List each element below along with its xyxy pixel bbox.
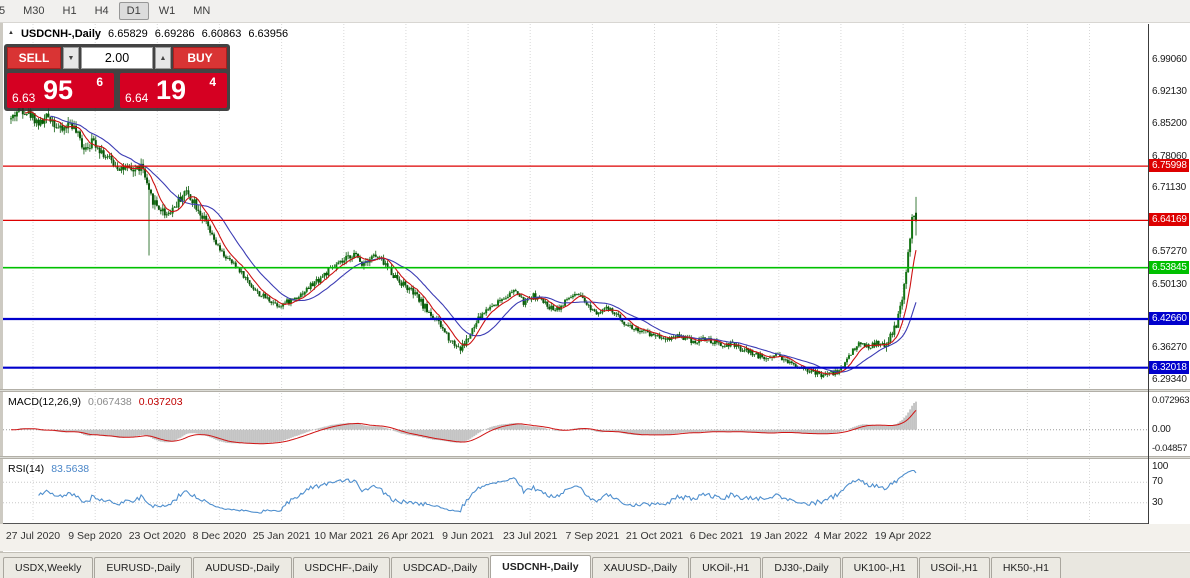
timeframe-button-h4[interactable]: H4 [94, 5, 109, 17]
date-axis-label: 26 Apr 2021 [377, 530, 435, 542]
price-axis-label: 6.57270 [1152, 245, 1187, 257]
timeframe-toolbar: 5 M30 H1 H4 D1 W1 MN [0, 0, 1190, 23]
chart-tab-ukoil-h1[interactable]: UKOil-,H1 [690, 557, 762, 578]
date-axis-label: 10 Mar 2021 [314, 530, 374, 542]
macd-pane-splitter[interactable] [0, 389, 1190, 392]
volume-input[interactable] [81, 47, 153, 69]
macd-pane-header: MACD(12,26,9) 0.067438 0.037203 [8, 396, 183, 408]
macd-axis-label: -0.04857 [1152, 443, 1188, 454]
chart-shift-icon: ▲ [8, 30, 14, 36]
sell-price-pip-digit: 6 [96, 75, 103, 89]
chart-tab-usdx-weekly[interactable]: USDX,Weekly [3, 557, 94, 578]
timeframe-button-h1[interactable]: H1 [62, 5, 77, 17]
date-axis-label: 23 Oct 2020 [128, 530, 186, 542]
chart-tab-usdcad-daily[interactable]: USDCAD-,Daily [391, 557, 490, 578]
chart-tab-xauusd-daily[interactable]: XAUUSD-,Daily [591, 557, 690, 578]
sell-price-display[interactable]: 6.63 95 6 [7, 73, 114, 108]
chart-tab-usoil-h1[interactable]: USOil-,H1 [918, 557, 990, 578]
price-level-badge: 6.42660 [1149, 311, 1189, 325]
chart-tab-hk50-h1[interactable]: HK50-,H1 [990, 557, 1061, 578]
date-axis-label: 4 Mar 2022 [814, 530, 868, 542]
buy-price-display[interactable]: 6.64 19 4 [120, 73, 227, 108]
rsi-indicator-label: RSI(14) [8, 463, 45, 475]
buy-price-prefix: 6.64 [125, 91, 149, 105]
macd-axis-label: 0.072963 [1152, 395, 1190, 406]
date-axis-label: 19 Jan 2022 [749, 530, 808, 542]
date-axis-label: 25 Jan 2021 [252, 530, 311, 542]
rsi-pane-header: RSI(14) 83.5638 [8, 463, 89, 475]
rsi-value: 83.5638 [51, 463, 90, 475]
chart-tab-eurusd-daily[interactable]: EURUSD-,Daily [94, 557, 193, 578]
ohlc-high-value: 6.69286 [154, 28, 195, 40]
price-axis[interactable]: 6.99060 6.92130 6.85200 6.78060 6.71130 6.572… [1149, 24, 1190, 524]
chevron-down-icon: ▼ [67, 54, 75, 62]
time-axis[interactable]: 27 Jul 2020 9 Sep 2020 23 Oct 2020 8 Dec 20… [0, 524, 1190, 551]
price-axis-label: 6.50130 [1152, 278, 1187, 290]
buy-price-big-digits: 19 [156, 75, 187, 105]
ohlc-low-value: 6.60863 [201, 28, 242, 40]
chart-tab-bar: USDX,Weekly EURUSD-,Daily AUDUSD-,Daily USD… [0, 552, 1190, 578]
date-axis-label: 27 Jul 2020 [5, 530, 61, 542]
sell-button[interactable]: SELL [7, 47, 61, 69]
date-axis-label: 7 Sep 2021 [565, 530, 620, 542]
date-axis-label: 23 Jul 2021 [503, 530, 558, 542]
price-axis-label: 6.71130 [1152, 182, 1187, 194]
price-axis-label: 6.85200 [1152, 117, 1187, 129]
chart-header: ▲ USDCNH-,Daily 6.65829 6.69286 6.60863 … [8, 28, 288, 40]
timeframe-button-mn[interactable]: MN [193, 5, 211, 17]
rsi-axis-label: 100 [1152, 461, 1169, 472]
chart-tab-dj30-daily[interactable]: DJ30-,Daily [762, 557, 841, 578]
price-level-badge: 6.53845 [1149, 260, 1189, 274]
ohlc-open-value: 6.65829 [108, 28, 148, 40]
buy-button[interactable]: BUY [173, 47, 227, 69]
volume-increase-button[interactable]: ▲ [155, 47, 171, 69]
date-axis-label: 19 Apr 2022 [874, 530, 932, 542]
price-level-badge: 6.32018 [1149, 360, 1189, 374]
chart-symbol-label: USDCNH-,Daily [20, 28, 102, 40]
price-axis-label: 6.36270 [1152, 342, 1187, 354]
macd-main-value: 0.067438 [87, 396, 132, 408]
price-level-badge: 6.64169 [1149, 213, 1189, 227]
price-axis-label: 6.99060 [1152, 54, 1187, 66]
buy-price-pip-digit: 4 [209, 75, 216, 89]
chevron-up-icon: ▲ [159, 54, 167, 62]
chart-tab-usdcnh-daily[interactable]: USDCNH-,Daily [490, 555, 591, 578]
rsi-axis-label: 30 [1152, 496, 1163, 508]
timeframe-button-d1[interactable]: D1 [118, 2, 149, 20]
sell-price-big-digits: 95 [43, 75, 74, 105]
chart-tab-uk100-h1[interactable]: UK100-,H1 [841, 557, 918, 578]
macd-indicator-label: MACD(12,26,9) [8, 396, 81, 408]
price-axis-label: 6.92130 [1152, 86, 1187, 98]
time-axis-separator [3, 523, 1148, 524]
one-click-trading-panel: SELL ▼ ▲ BUY 6.63 95 6 6.64 19 4 [4, 44, 230, 111]
rsi-pane-splitter[interactable] [0, 456, 1190, 459]
date-axis-label: 8 Dec 2020 [192, 530, 247, 542]
price-axis-label: 6.29340 [1152, 374, 1187, 386]
volume-decrease-button[interactable]: ▼ [63, 47, 79, 69]
chart-tab-audusd-daily[interactable]: AUDUSD-,Daily [193, 557, 292, 578]
timeframe-button-5[interactable]: 5 [0, 5, 6, 17]
timeframe-button-w1[interactable]: W1 [158, 5, 176, 17]
macd-axis-label: 0.00 [1152, 423, 1171, 435]
date-axis-label: 21 Oct 2021 [625, 530, 684, 542]
date-axis-label: 6 Dec 2021 [689, 530, 744, 542]
sell-price-prefix: 6.63 [12, 91, 36, 105]
trade-controls-row: SELL ▼ ▲ BUY [7, 47, 227, 69]
macd-signal-value: 0.037203 [138, 396, 183, 408]
price-axis-label: 6.78060 [1152, 150, 1187, 162]
price-axis-separator [1148, 24, 1149, 524]
timeframe-button-m30[interactable]: M30 [23, 5, 45, 17]
chart-left-border [0, 23, 3, 552]
chart-tab-usdchf-daily[interactable]: USDCHF-,Daily [292, 557, 391, 578]
trade-prices-row: 6.63 95 6 6.64 19 4 [7, 73, 227, 108]
ohlc-close-value: 6.63956 [248, 28, 289, 40]
date-axis-label: 9 Jun 2021 [442, 530, 495, 542]
price-level-badge: 6.75998 [1149, 159, 1189, 173]
date-axis-label: 9 Sep 2020 [68, 530, 122, 542]
rsi-axis-label: 70 [1152, 476, 1163, 488]
